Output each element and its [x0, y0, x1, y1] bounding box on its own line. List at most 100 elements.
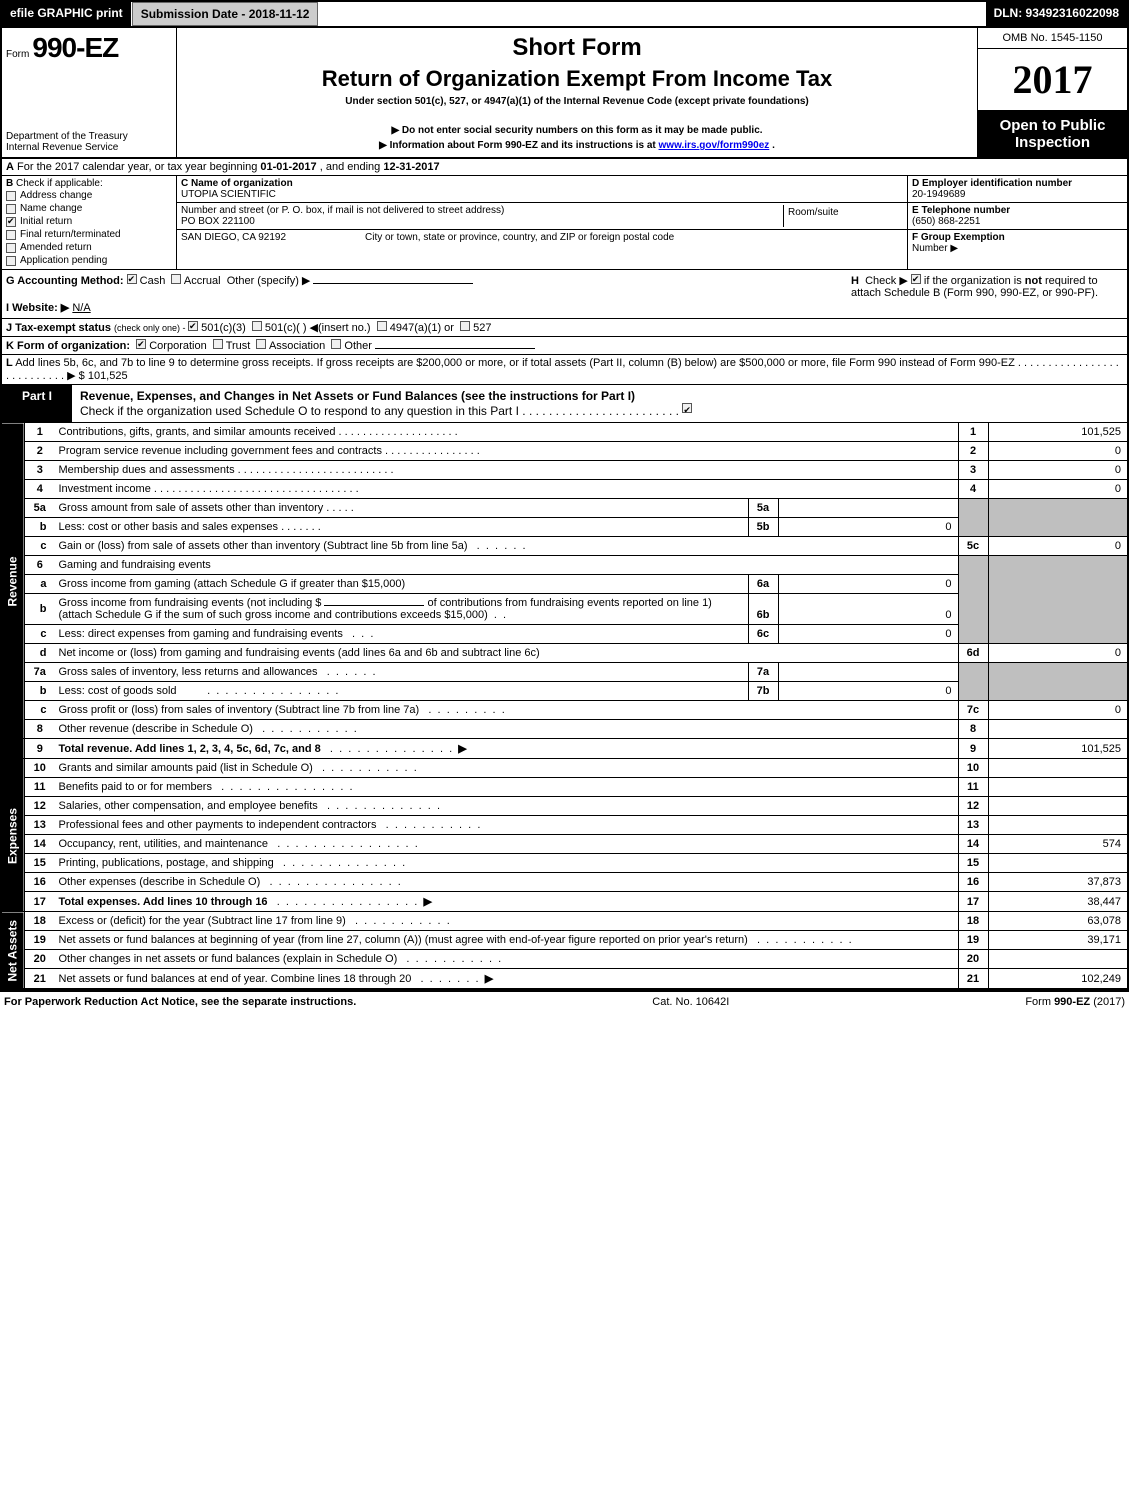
row-6d: d Net income or (loss) from gaming and f…	[1, 644, 1128, 663]
cb-trust[interactable]	[213, 339, 223, 349]
h-label: H	[851, 275, 859, 287]
cb-part1-sched-o[interactable]	[682, 403, 692, 413]
minival-6b: 0	[778, 594, 958, 625]
val-11	[988, 778, 1128, 797]
website-value: N/A	[72, 302, 90, 314]
desc-15: Printing, publications, postage, and shi…	[59, 857, 274, 869]
subtitle: Under section 501(c), 527, or 4947(a)(1)…	[345, 96, 808, 107]
open-line2: Inspection	[980, 134, 1125, 151]
l-label: L	[6, 357, 13, 369]
efile-print-button[interactable]: efile GRAPHIC print	[2, 2, 132, 26]
row-16: 16 Other expenses (describe in Schedule …	[1, 873, 1128, 892]
h-not: not	[1025, 275, 1042, 287]
row-5a: 5a Gross amount from sale of assets othe…	[1, 499, 1128, 518]
footer-mid: Cat. No. 10642I	[652, 996, 729, 1008]
cb-label-0: Address change	[20, 190, 92, 201]
desc-11: Benefits paid to or for members	[59, 781, 212, 793]
topbar-spacer	[318, 2, 985, 26]
minival-6a: 0	[778, 575, 958, 594]
cb-label-5: Application pending	[20, 255, 107, 266]
omb-number: OMB No. 1545-1150	[978, 28, 1127, 49]
k-opt2: Association	[269, 340, 325, 352]
row-7a: 7a Gross sales of inventory, less return…	[1, 663, 1128, 682]
g-other-blank[interactable]	[313, 283, 473, 284]
row-14: 14 Occupancy, rent, utilities, and maint…	[1, 835, 1128, 854]
row-bcd: B Check if applicable: Address change Na…	[2, 176, 1127, 269]
val-2: 0	[988, 442, 1128, 461]
ln-5a: 5a	[25, 499, 55, 518]
greyval-7	[988, 663, 1128, 701]
footer: For Paperwork Reduction Act Notice, see …	[0, 990, 1129, 1012]
cb-cash[interactable]	[127, 274, 137, 284]
g-accounting: G Accounting Method: Cash Accrual Other …	[6, 274, 843, 287]
cb-other-org[interactable]	[331, 339, 341, 349]
box-4: 4	[958, 480, 988, 499]
box-5c: 5c	[958, 537, 988, 556]
cb-address-change[interactable]: Address change	[6, 189, 172, 202]
e-phone: E Telephone number (650) 868-2251	[908, 203, 1127, 230]
box-13: 13	[958, 816, 988, 835]
cb-application-pending[interactable]: Application pending	[6, 254, 172, 267]
desc-13: Professional fees and other payments to …	[59, 819, 377, 831]
part1-check-line: Check if the organization used Schedule …	[80, 404, 519, 418]
f-label2: Number ▶	[912, 243, 958, 254]
cb-final-return[interactable]: Final return/terminated	[6, 228, 172, 241]
cb-h[interactable]	[911, 274, 921, 284]
box-2: 2	[958, 442, 988, 461]
k-label: K Form of organization:	[6, 340, 130, 352]
ln-15: 15	[25, 854, 55, 873]
desc-6c: Less: direct expenses from gaming and fu…	[59, 628, 343, 640]
cb-name-change[interactable]: Name change	[6, 202, 172, 215]
k-other-blank[interactable]	[375, 348, 535, 349]
cb-accrual[interactable]	[171, 274, 181, 284]
netassets-sidebar: Net Assets	[1, 912, 25, 990]
box-16: 16	[958, 873, 988, 892]
cb-527[interactable]	[460, 321, 470, 331]
mini-5a: 5a	[748, 499, 778, 518]
cb-assoc[interactable]	[256, 339, 266, 349]
row-8: 8 Other revenue (describe in Schedule O)…	[1, 720, 1128, 739]
j-label: J Tax-exempt status	[6, 322, 111, 334]
desc-17: Total expenses. Add lines 10 through 16	[59, 896, 268, 908]
desc-10: Grants and similar amounts paid (list in…	[59, 762, 313, 774]
line-a: A For the 2017 calendar year, or tax yea…	[2, 159, 1127, 176]
i-label: I Website: ▶	[6, 302, 69, 314]
blank-6b[interactable]	[324, 605, 424, 606]
cb-amended-return[interactable]: Amended return	[6, 241, 172, 254]
cb-4947[interactable]	[377, 321, 387, 331]
desc-3: Membership dues and assessments	[59, 464, 235, 476]
box-10: 10	[958, 759, 988, 778]
cb-501c3[interactable]	[188, 321, 198, 331]
ln-21: 21	[25, 969, 55, 990]
header-right: OMB No. 1545-1150 2017 Open to Public In…	[977, 28, 1127, 157]
ln-7b: b	[25, 682, 55, 701]
mini-7b: 7b	[748, 682, 778, 701]
arrow-17: ▶	[423, 896, 431, 908]
val-20	[988, 950, 1128, 969]
k-opt1: Trust	[226, 340, 251, 352]
info-link[interactable]: www.irs.gov/form990ez	[659, 140, 770, 151]
row-20: 20 Other changes in net assets or fund b…	[1, 950, 1128, 969]
arrow-9: ▶	[458, 743, 466, 755]
box-9: 9	[958, 739, 988, 759]
cb-501c[interactable]	[252, 321, 262, 331]
ln-6b: b	[25, 594, 55, 625]
mini-6b: 6b	[748, 594, 778, 625]
city-value: SAN DIEGO, CA 92192	[181, 232, 361, 254]
ein-value: 20-1949689	[912, 189, 1123, 200]
cb-initial-return[interactable]: Initial return	[6, 215, 172, 228]
dln: DLN: 93492316022098	[986, 2, 1127, 26]
box-7c: 7c	[958, 701, 988, 720]
dept-block: Department of the Treasury Internal Reve…	[6, 131, 172, 153]
ln-14: 14	[25, 835, 55, 854]
val-13	[988, 816, 1128, 835]
ln-11: 11	[25, 778, 55, 797]
line-a-text2: , and ending	[320, 161, 384, 173]
val-6d: 0	[988, 644, 1128, 663]
col-d: D Employer identification number 20-1949…	[907, 176, 1127, 269]
return-title: Return of Organization Exempt From Incom…	[322, 66, 833, 92]
cb-corp[interactable]	[136, 339, 146, 349]
val-15	[988, 854, 1128, 873]
revenue-sidebar-end	[1, 739, 25, 759]
k-opt3: Other	[344, 340, 372, 352]
